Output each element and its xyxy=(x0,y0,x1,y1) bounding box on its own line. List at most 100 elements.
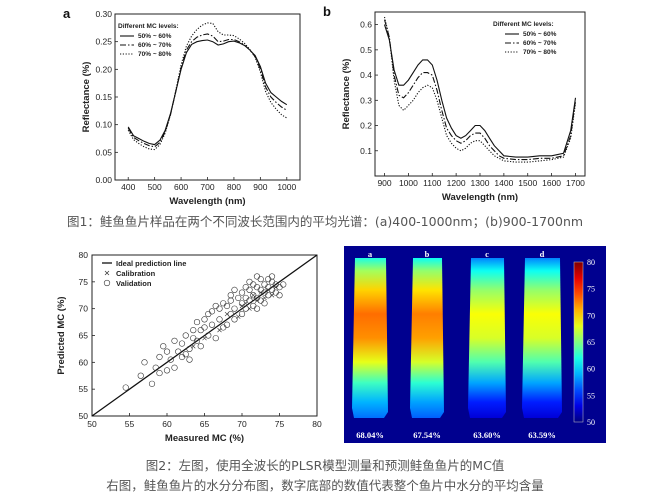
x-tick-label: 800 xyxy=(227,182,241,192)
legend-label: 50% ~ 60% xyxy=(523,31,557,38)
validation-point xyxy=(201,316,208,323)
validation-point xyxy=(186,345,193,353)
x-tick-label: 65 xyxy=(200,419,210,429)
chart-a: 400 500 600 700 800 900 1000 0.00 0.05 0.10 0.15 0.… xyxy=(63,6,301,207)
validation-point xyxy=(205,332,212,339)
fillet-label: b xyxy=(425,249,430,259)
validation-point xyxy=(223,321,231,328)
y-tick-label: 50 xyxy=(79,411,89,421)
y-tick-label: 0.6 xyxy=(360,20,372,30)
colorbar-tick-label: 55 xyxy=(587,391,595,400)
validation-point xyxy=(152,364,159,371)
fillet-mean-moisture: 63.60% xyxy=(473,430,501,440)
x-tick-label: 400 xyxy=(121,182,135,192)
legend-swatch-validation xyxy=(103,279,111,287)
validation-point xyxy=(223,302,231,310)
validation-point xyxy=(227,310,234,318)
x-tick-label: 75 xyxy=(275,419,285,429)
validation-point xyxy=(231,316,238,323)
x-axis-label: Wavelength (nm) xyxy=(442,192,518,203)
validation-point xyxy=(178,353,186,361)
validation-point xyxy=(227,297,234,304)
y-tick-label: 70 xyxy=(79,304,89,314)
validation-point xyxy=(261,281,268,288)
fillet-moisture-map-c xyxy=(468,258,506,418)
y-tick-label: 75 xyxy=(79,277,89,287)
validation-point xyxy=(178,340,186,347)
validation-point xyxy=(276,284,283,291)
validation-point xyxy=(190,335,197,342)
x-tick-label: 900 xyxy=(377,178,391,188)
colorbar-tick-label: 50 xyxy=(587,418,595,427)
legend-label: Validation xyxy=(116,279,152,288)
validation-point xyxy=(175,348,182,355)
series-line-3 xyxy=(127,22,288,151)
validation-point xyxy=(193,318,201,326)
validation-point xyxy=(190,327,197,334)
validation-point xyxy=(242,294,249,302)
x-tick-label: 1400 xyxy=(494,178,513,188)
x-tick-label: 55 xyxy=(125,419,135,429)
y-tick-label: 0.4 xyxy=(360,70,372,80)
validation-point xyxy=(253,284,261,291)
legend-title: Different MC levels: xyxy=(118,23,179,30)
panel-label: b xyxy=(323,4,331,19)
calibration-point-stroke xyxy=(251,293,256,298)
x-tick-label: 700 xyxy=(200,182,214,192)
legend-x-stroke xyxy=(104,270,110,276)
figure2-caption-line2: 右图，鲑鱼鱼片的水分分布图，数字底部的数值代表整个鱼片中水分的平均含量 xyxy=(106,478,544,493)
validation-point xyxy=(182,332,189,339)
validation-point xyxy=(246,297,253,304)
validation-point xyxy=(201,324,208,331)
validation-point xyxy=(163,367,171,374)
validation-point xyxy=(238,289,246,296)
validation-point xyxy=(208,321,216,328)
fillet-label: d xyxy=(540,249,545,259)
y-tick-label: 80 xyxy=(79,250,89,260)
validation-point xyxy=(197,343,204,350)
validation-point xyxy=(250,302,257,310)
y-tick-label: 0.25 xyxy=(95,37,112,47)
validation-point xyxy=(235,294,242,302)
validation-point xyxy=(220,300,227,307)
validation-point xyxy=(246,286,253,293)
validation-point xyxy=(268,273,276,280)
ideal-prediction-line xyxy=(91,254,318,417)
y-tick-label: 0.10 xyxy=(95,120,112,130)
legend-label: 70% ~ 80% xyxy=(523,49,557,56)
validation-point xyxy=(238,300,246,307)
series-line-2 xyxy=(383,19,577,161)
x-tick-label: 1700 xyxy=(566,178,585,188)
fillet-label: c xyxy=(485,249,489,259)
colorbar-tick-label: 65 xyxy=(587,338,595,347)
x-tick-label: 80 xyxy=(312,419,322,429)
validation-point xyxy=(238,310,246,318)
validation-point xyxy=(257,276,264,283)
x-tick-label: 900 xyxy=(253,182,267,192)
validation-point xyxy=(148,380,156,387)
validation-point xyxy=(197,327,204,334)
validation-point xyxy=(253,305,261,312)
validation-point xyxy=(156,369,163,377)
validation-point xyxy=(163,348,171,355)
series-line-2 xyxy=(127,33,288,148)
fillet-label: a xyxy=(368,249,373,259)
y-tick-label: 0.1 xyxy=(360,146,372,156)
legend-label: 70% ~ 80% xyxy=(138,51,172,58)
x-axis-label: Wavelength (nm) xyxy=(169,196,245,207)
validation-point xyxy=(253,273,261,280)
y-tick-label: 65 xyxy=(79,331,89,341)
y-tick-label: 60 xyxy=(79,357,89,367)
fillet-moisture-map-a xyxy=(352,258,388,418)
fillet-mean-moisture: 68.04% xyxy=(356,430,384,440)
x-tick-label: 600 xyxy=(174,182,188,192)
y-tick-label: 0.15 xyxy=(95,92,112,102)
x-tick-label: 60 xyxy=(162,419,172,429)
legend-label: Ideal prediction line xyxy=(116,259,186,268)
y-tick-label: 0.30 xyxy=(95,9,112,19)
series-line-1 xyxy=(127,39,288,146)
legend-label: 60% ~ 70% xyxy=(138,42,172,49)
validation-point xyxy=(257,286,264,293)
x-tick-label: 70 xyxy=(237,419,247,429)
validation-point xyxy=(216,305,223,312)
